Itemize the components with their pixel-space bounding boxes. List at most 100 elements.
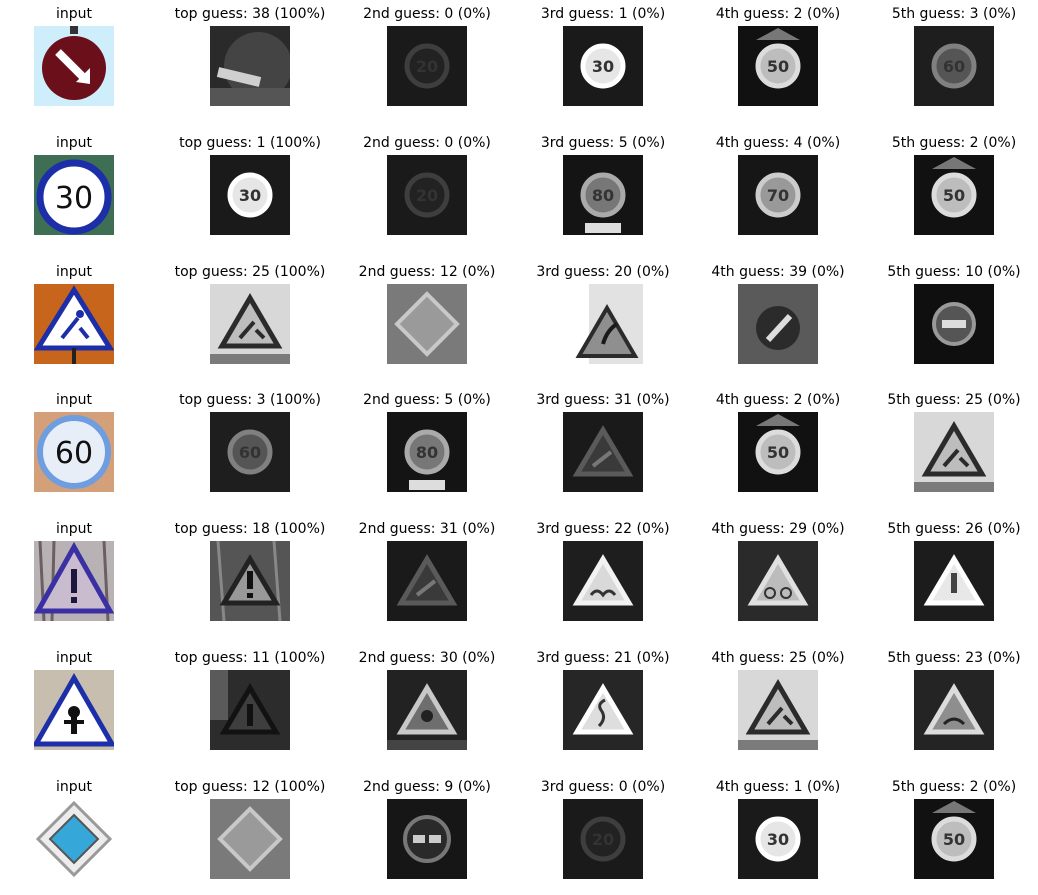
wild-animals-image xyxy=(563,412,643,492)
bumpy-road-image xyxy=(563,541,643,621)
no-passing-image xyxy=(387,799,467,879)
guess-title: 3rd guess: 20 (0%) xyxy=(536,264,670,280)
speed-limit-20-image: 20 xyxy=(387,155,467,235)
input-title: input xyxy=(55,392,92,408)
guess-title: 3rd guess: 0 (0%) xyxy=(540,779,666,795)
guess-title: 2nd guess: 31 (0%) xyxy=(358,521,496,537)
guess-title: top guess: 11 (100%) xyxy=(174,650,326,666)
speed-limit-80-image: 80 xyxy=(387,412,467,492)
double-curve-image xyxy=(563,670,643,750)
input-keep-right-image xyxy=(34,26,114,106)
speed-limit-50-image: 50 xyxy=(914,799,994,879)
priority-road-image xyxy=(387,284,467,364)
priority-road-image xyxy=(210,799,290,879)
svg-text:30: 30 xyxy=(592,57,614,76)
speed-limit-50-image: 50 xyxy=(914,155,994,235)
guess-title: 5th guess: 2 (0%) xyxy=(891,135,1017,151)
right-of-way-image xyxy=(210,670,290,750)
svg-text:60: 60 xyxy=(239,443,261,462)
input-speed-limit-30-image: 30 xyxy=(34,155,114,235)
svg-text:30: 30 xyxy=(239,186,261,205)
speed-limit-30-image: 30 xyxy=(738,799,818,879)
guess-title: 4th guess: 4 (0%) xyxy=(715,135,841,151)
guess-title: 5th guess: 3 (0%) xyxy=(891,6,1017,22)
speed-limit-70-image: 70 xyxy=(738,155,818,235)
beware-ice-snow-image xyxy=(387,670,467,750)
svg-text:80: 80 xyxy=(592,186,614,205)
svg-text:50: 50 xyxy=(943,186,965,205)
speed-limit-60-image: 60 xyxy=(914,26,994,106)
wild-animals-image xyxy=(387,541,467,621)
guess-title: 5th guess: 10 (0%) xyxy=(887,264,1021,280)
dangerous-curve-right-image xyxy=(563,284,643,364)
speed-limit-20-image: 20 xyxy=(563,799,643,879)
guess-title: 2nd guess: 30 (0%) xyxy=(358,650,496,666)
guess-title: 2nd guess: 9 (0%) xyxy=(363,779,491,795)
guess-title: top guess: 1 (100%) xyxy=(179,135,321,151)
input-speed-limit-60-image: 60 xyxy=(34,412,114,492)
input-title: input xyxy=(55,521,92,537)
road-work-image xyxy=(210,284,290,364)
traffic-signals-image xyxy=(914,541,994,621)
guess-title: 3rd guess: 31 (0%) xyxy=(536,392,670,408)
speed-limit-50-image: 50 xyxy=(738,412,818,492)
input-title: input xyxy=(55,779,92,795)
road-work-image xyxy=(914,412,994,492)
input-title: input xyxy=(55,650,92,666)
svg-text:20: 20 xyxy=(592,830,614,849)
guess-title: top guess: 3 (100%) xyxy=(179,392,321,408)
speed-limit-50-image: 50 xyxy=(738,26,818,106)
guess-title: 2nd guess: 12 (0%) xyxy=(358,264,496,280)
guess-title: 2nd guess: 0 (0%) xyxy=(363,135,491,151)
svg-text:30: 30 xyxy=(55,181,93,216)
guess-title: 3rd guess: 5 (0%) xyxy=(540,135,666,151)
svg-text:50: 50 xyxy=(767,443,789,462)
input-priority-road-image xyxy=(34,799,114,879)
speed-limit-20-image: 20 xyxy=(387,26,467,106)
guess-title: 5th guess: 2 (0%) xyxy=(891,779,1017,795)
input-title: input xyxy=(55,135,92,151)
input-title: input xyxy=(55,6,92,22)
road-work-image xyxy=(738,670,818,750)
speed-limit-80-image: 80 xyxy=(563,155,643,235)
guess-title: top guess: 18 (100%) xyxy=(174,521,326,537)
input-general-caution-image xyxy=(34,541,114,621)
guess-title: 3rd guess: 21 (0%) xyxy=(536,650,670,666)
guess-title: 3rd guess: 1 (0%) xyxy=(540,6,666,22)
guess-title: 5th guess: 23 (0%) xyxy=(887,650,1021,666)
speed-limit-30-image: 30 xyxy=(563,26,643,106)
svg-text:60: 60 xyxy=(943,57,965,76)
keep-left-image xyxy=(738,284,818,364)
slippery-road-image xyxy=(914,670,994,750)
guess-title: 4th guess: 1 (0%) xyxy=(715,779,841,795)
svg-text:50: 50 xyxy=(767,57,789,76)
svg-text:20: 20 xyxy=(416,186,438,205)
input-title: input xyxy=(55,264,92,280)
speed-limit-60-image: 60 xyxy=(210,412,290,492)
guess-title: 2nd guess: 5 (0%) xyxy=(363,392,491,408)
guess-title: 5th guess: 26 (0%) xyxy=(887,521,1021,537)
guess-title: 4th guess: 25 (0%) xyxy=(711,650,845,666)
input-right-of-way-image xyxy=(34,670,114,750)
guess-title: 4th guess: 2 (0%) xyxy=(715,6,841,22)
guess-title: 4th guess: 2 (0%) xyxy=(715,392,841,408)
guess-title: top guess: 12 (100%) xyxy=(174,779,326,795)
guess-title: top guess: 38 (100%) xyxy=(174,6,326,22)
svg-text:30: 30 xyxy=(767,830,789,849)
guess-title: top guess: 25 (100%) xyxy=(174,264,326,280)
guess-title: 2nd guess: 0 (0%) xyxy=(363,6,491,22)
svg-text:70: 70 xyxy=(767,186,789,205)
keep-right-image xyxy=(210,26,290,106)
guess-title: 3rd guess: 22 (0%) xyxy=(536,521,670,537)
guess-title: 4th guess: 29 (0%) xyxy=(711,521,845,537)
no-passing-trucks-image xyxy=(914,284,994,364)
guess-title: 5th guess: 25 (0%) xyxy=(887,392,1021,408)
svg-text:20: 20 xyxy=(416,57,438,76)
input-road-work-image xyxy=(34,284,114,364)
svg-text:50: 50 xyxy=(943,830,965,849)
general-caution-image xyxy=(210,541,290,621)
guess-title: 4th guess: 39 (0%) xyxy=(711,264,845,280)
svg-text:80: 80 xyxy=(416,443,438,462)
bicycles-crossing-image xyxy=(738,541,818,621)
